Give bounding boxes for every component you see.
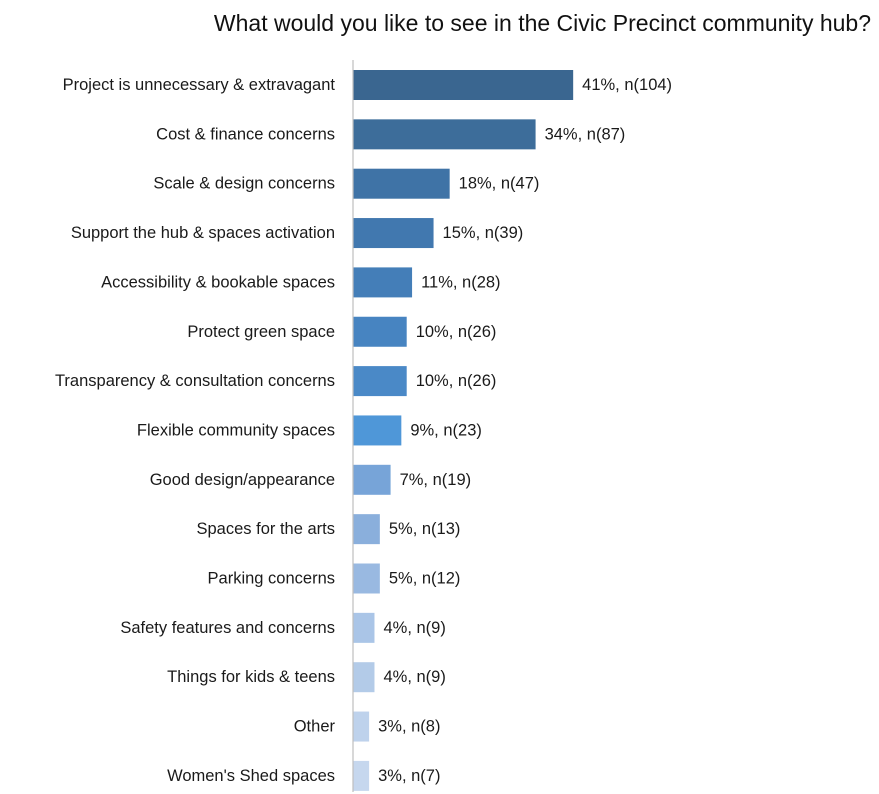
bar [353,464,391,495]
bar [353,168,450,199]
category-label: Flexible community spaces [137,421,335,439]
bar [353,563,380,594]
data-label: 7%, n(19) [400,471,472,489]
category-label: Protect green space [187,323,335,341]
data-label: 10%, n(26) [416,323,497,341]
value-labels: 41%, n(104) 34%, n(87) 18%, n(47) 15%, n(39… [378,76,672,785]
bar [353,218,434,249]
data-label: 5%, n(13) [389,520,461,538]
category-label: Other [294,718,336,736]
bar [353,366,407,397]
bar [353,415,402,446]
category-label: Project is unnecessary & extravagant [63,76,336,94]
bar [353,119,536,150]
category-label: Safety features and concerns [120,619,335,637]
data-label: 3%, n(8) [378,718,440,736]
bar [353,316,407,347]
chart-title: What would you like to see in the Civic … [213,10,871,36]
category-label: Scale & design concerns [153,175,335,193]
category-label: Women's Shed spaces [167,767,335,785]
data-label: 41%, n(104) [582,76,672,94]
category-label: Good design/appearance [150,471,335,489]
bar [353,267,413,298]
category-label: Cost & finance concerns [156,125,335,143]
data-label: 4%, n(9) [383,668,445,686]
bars-layer [353,70,574,791]
bar [353,612,375,643]
bar [353,70,574,100]
data-label: 5%, n(12) [389,570,461,588]
data-label: 15%, n(39) [443,224,524,242]
data-label: 18%, n(47) [459,175,540,193]
bar [353,711,370,742]
category-label: Things for kids & teens [167,668,335,686]
category-label: Parking concerns [208,570,335,588]
category-label: Spaces for the arts [197,520,336,538]
data-label: 9%, n(23) [410,421,482,439]
bar [353,662,375,693]
data-label: 11%, n(28) [421,273,501,291]
category-label: Transparency & consultation concerns [55,372,335,390]
bar [353,760,370,791]
category-label: Support the hub & spaces activation [71,224,335,242]
data-label: 10%, n(26) [416,372,497,390]
category-label: Accessibility & bookable spaces [101,273,335,291]
category-labels: Project is unnecessary & extravagant Cost… [55,76,336,785]
data-label: 3%, n(7) [378,767,440,785]
data-label: 4%, n(9) [383,619,445,637]
data-label: 34%, n(87) [545,125,626,143]
bar [353,514,380,545]
